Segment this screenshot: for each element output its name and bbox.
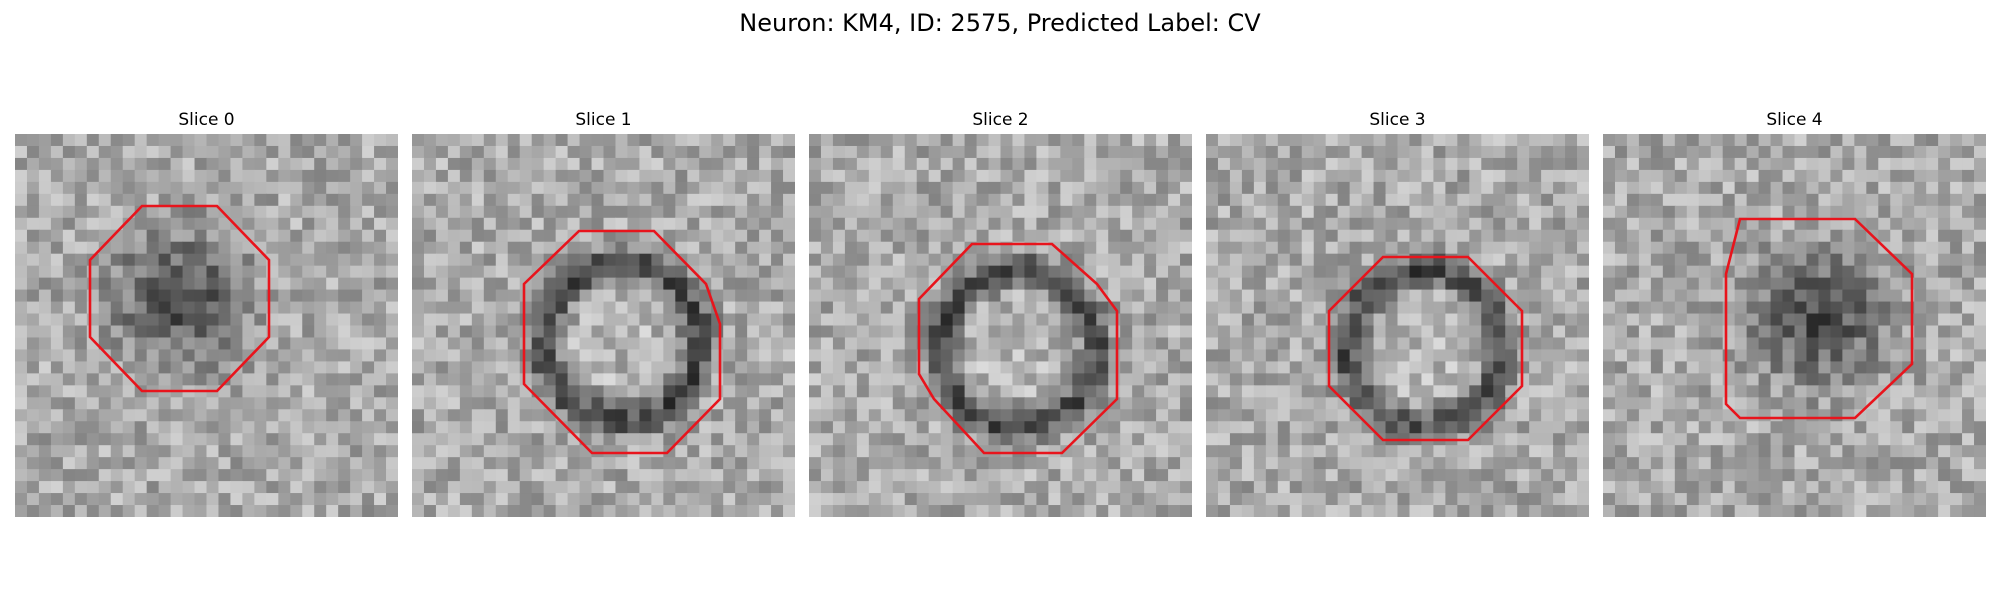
slice-panel-4: Slice 4 bbox=[1603, 108, 1986, 517]
slice-pixels-0 bbox=[15, 134, 398, 517]
slice-title-2: Slice 2 bbox=[972, 110, 1029, 130]
roi-octagon-3 bbox=[1327, 255, 1524, 442]
slice-title-1: Slice 1 bbox=[575, 110, 632, 130]
roi-octagon-2 bbox=[917, 242, 1119, 455]
slice-pixels-4 bbox=[1603, 134, 1986, 517]
slice-pixels-2 bbox=[809, 134, 1192, 517]
slice-image-4 bbox=[1603, 134, 1986, 517]
slice-panel-2: Slice 2 bbox=[809, 108, 1192, 517]
figure-title: Neuron: KM4, ID: 2575, Predicted Label: … bbox=[739, 9, 1261, 37]
slice-title-4: Slice 4 bbox=[1766, 110, 1823, 130]
slice-image-0 bbox=[15, 134, 398, 517]
slice-image-2 bbox=[809, 134, 1192, 517]
slice-panel-0: Slice 0 bbox=[15, 108, 398, 517]
slice-panel-3: Slice 3 bbox=[1206, 108, 1589, 517]
slice-panel-1: Slice 1 bbox=[412, 108, 795, 517]
slice-pixels-1 bbox=[412, 134, 795, 517]
slice-title-0: Slice 0 bbox=[178, 110, 235, 130]
roi-octagon-0 bbox=[88, 204, 271, 393]
roi-octagon-4 bbox=[1724, 217, 1914, 420]
roi-octagon-1 bbox=[522, 229, 722, 455]
slice-title-3: Slice 3 bbox=[1369, 110, 1426, 130]
slice-image-3 bbox=[1206, 134, 1589, 517]
slice-image-1 bbox=[412, 134, 795, 517]
slice-pixels-3 bbox=[1206, 134, 1589, 517]
